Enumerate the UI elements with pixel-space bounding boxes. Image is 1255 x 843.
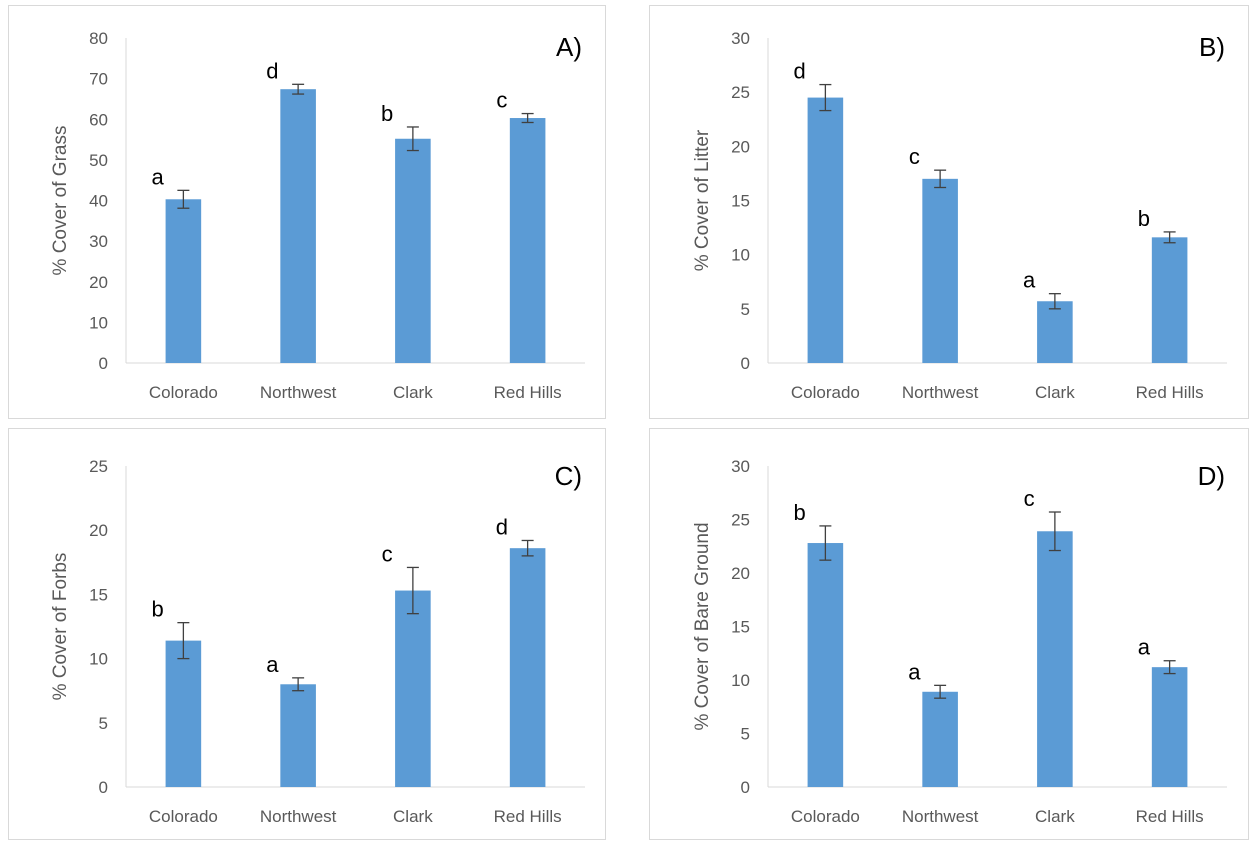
y-tick-label: 50 bbox=[89, 151, 108, 170]
bar-northwest bbox=[922, 691, 958, 787]
significance-letter: c bbox=[496, 88, 507, 113]
bar-northwest bbox=[280, 684, 316, 787]
y-tick-label: 10 bbox=[89, 313, 108, 332]
significance-letter: a bbox=[1023, 268, 1036, 293]
significance-letter: c bbox=[382, 541, 393, 566]
x-tick-label: Northwest bbox=[902, 807, 979, 826]
significance-letter: d bbox=[266, 58, 278, 83]
x-tick-label: Colorado bbox=[149, 383, 218, 402]
bar-northwest bbox=[922, 178, 958, 363]
bar-colorado bbox=[165, 640, 202, 787]
y-tick-label: 5 bbox=[741, 300, 750, 319]
panel-label: A) bbox=[556, 32, 582, 62]
y-tick-label: 25 bbox=[731, 83, 750, 102]
y-tick-label: 20 bbox=[89, 521, 108, 540]
bar-northwest bbox=[280, 89, 316, 363]
significance-letter: a bbox=[266, 652, 279, 677]
panel-label: C) bbox=[555, 461, 582, 491]
y-tick-label: 15 bbox=[89, 585, 108, 604]
chart-svg-d: 0 5 10 15 20 25 30 % Cover of Bare Ground D) b Col… bbox=[692, 457, 1227, 826]
chart-panel-a: 0 10 20 30 40 50 60 70 80 % Cover of Grass A) a Colo… bbox=[8, 5, 606, 419]
significance-letter: a bbox=[1138, 635, 1151, 660]
bar-clark bbox=[395, 138, 431, 363]
bar-clark bbox=[395, 590, 431, 787]
significance-letter: d bbox=[496, 514, 508, 539]
x-tick-label: Clark bbox=[393, 807, 433, 826]
x-tick-label: Northwest bbox=[260, 807, 337, 826]
y-axis-title: % Cover of Forbs bbox=[50, 553, 71, 701]
chart-panel-c: 0 5 10 15 20 25 % Cover of Forbs C) b Colorado a No… bbox=[8, 428, 606, 840]
y-axis-title: % Cover of Litter bbox=[692, 129, 713, 271]
y-tick-label: 30 bbox=[89, 232, 108, 251]
x-tick-label: Red Hills bbox=[494, 807, 562, 826]
y-tick-label: 30 bbox=[731, 29, 750, 48]
y-axis-title: % Cover of Grass bbox=[50, 126, 71, 276]
bar-clark bbox=[1037, 531, 1073, 787]
bar-red-hills bbox=[509, 548, 546, 787]
y-tick-label: 5 bbox=[741, 725, 750, 744]
x-tick-label: Northwest bbox=[260, 383, 337, 402]
y-tick-label: 20 bbox=[731, 137, 750, 156]
y-tick-label: 10 bbox=[731, 671, 750, 690]
bar-red-hills bbox=[1151, 237, 1188, 363]
bar-red-hills bbox=[509, 118, 546, 363]
significance-letter: a bbox=[908, 659, 921, 684]
x-tick-label: Red Hills bbox=[494, 383, 562, 402]
significance-letter: b bbox=[381, 101, 393, 126]
chart-svg-c: 0 5 10 15 20 25 % Cover of Forbs C) b Colorado a No… bbox=[50, 457, 585, 826]
significance-letter: c bbox=[909, 144, 920, 169]
chart-panel-b: 0 5 10 15 20 25 30 % Cover of Litter B) d Colorado… bbox=[649, 5, 1249, 419]
y-tick-label: 70 bbox=[89, 70, 108, 89]
bar-red-hills bbox=[1151, 667, 1188, 787]
y-tick-label: 25 bbox=[731, 511, 750, 530]
significance-letter: b bbox=[1138, 206, 1150, 231]
y-tick-label: 0 bbox=[741, 354, 750, 373]
significance-letter: c bbox=[1024, 486, 1035, 511]
bar-colorado bbox=[807, 543, 844, 787]
chart-svg-b: 0 5 10 15 20 25 30 % Cover of Litter B) d Colorado… bbox=[692, 29, 1227, 402]
y-tick-label: 0 bbox=[99, 778, 108, 797]
y-tick-label: 10 bbox=[89, 650, 108, 669]
x-tick-label: Clark bbox=[1035, 807, 1075, 826]
x-tick-label: Red Hills bbox=[1136, 383, 1204, 402]
y-tick-label: 60 bbox=[89, 110, 108, 129]
y-tick-label: 25 bbox=[89, 457, 108, 476]
y-tick-label: 15 bbox=[731, 618, 750, 637]
significance-letter: a bbox=[151, 164, 164, 189]
y-tick-label: 20 bbox=[89, 273, 108, 292]
panel-label: D) bbox=[1198, 461, 1225, 491]
y-tick-label: 0 bbox=[99, 354, 108, 373]
y-tick-label: 40 bbox=[89, 192, 108, 211]
x-tick-label: Clark bbox=[393, 383, 433, 402]
x-tick-label: Clark bbox=[1035, 383, 1075, 402]
x-tick-label: Colorado bbox=[791, 383, 860, 402]
significance-letter: d bbox=[793, 59, 805, 84]
x-tick-label: Northwest bbox=[902, 383, 979, 402]
y-tick-label: 15 bbox=[731, 192, 750, 211]
x-tick-label: Red Hills bbox=[1136, 807, 1204, 826]
bar-colorado bbox=[165, 199, 202, 363]
panel-label: B) bbox=[1199, 32, 1225, 62]
y-tick-label: 30 bbox=[731, 457, 750, 476]
y-axis-title: % Cover of Bare Ground bbox=[692, 522, 713, 730]
x-tick-label: Colorado bbox=[791, 807, 860, 826]
bar-colorado bbox=[807, 97, 844, 363]
chart-panel-d: 0 5 10 15 20 25 30 % Cover of Bare Ground D) b Col… bbox=[649, 428, 1249, 840]
y-tick-label: 20 bbox=[731, 564, 750, 583]
y-tick-label: 10 bbox=[731, 246, 750, 265]
y-tick-label: 5 bbox=[99, 714, 108, 733]
bar-clark bbox=[1037, 301, 1073, 363]
y-tick-label: 80 bbox=[89, 29, 108, 48]
chart-svg-a: 0 10 20 30 40 50 60 70 80 % Cover of Grass A) a Colo… bbox=[50, 29, 585, 402]
x-tick-label: Colorado bbox=[149, 807, 218, 826]
y-tick-label: 0 bbox=[741, 778, 750, 797]
significance-letter: b bbox=[793, 500, 805, 525]
significance-letter: b bbox=[151, 597, 163, 622]
